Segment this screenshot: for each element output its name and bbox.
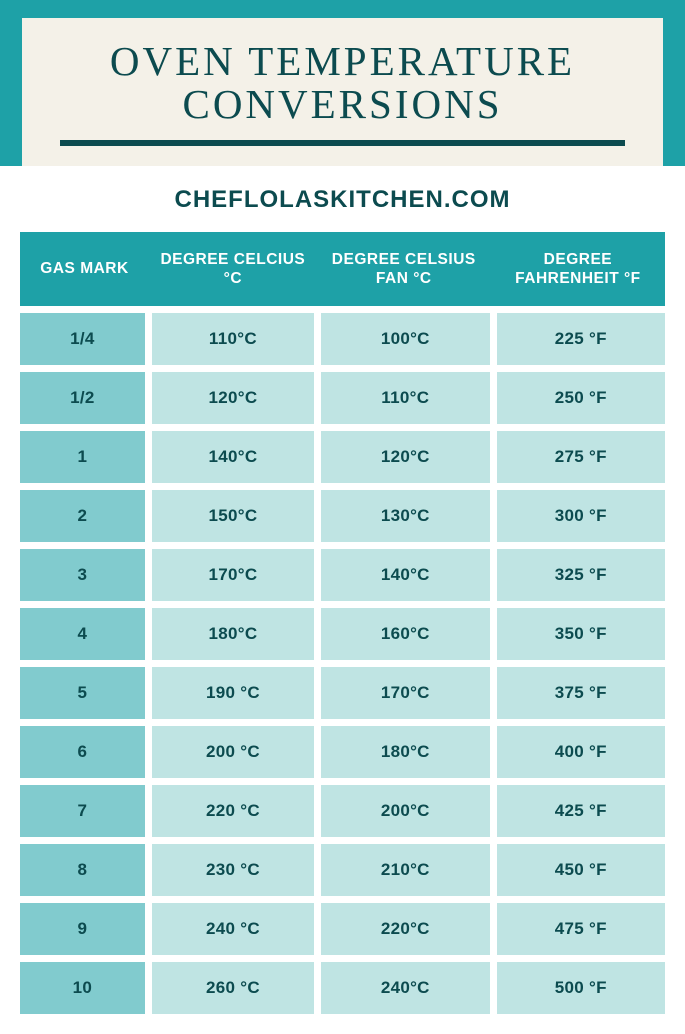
cell-gas: 8 [20,844,145,896]
cell-c: 230 °C [152,844,314,896]
cell-c: 150°C [152,490,314,542]
cell-fan: 130°C [321,490,489,542]
table-row: 8230 °C210°C450 °F [20,844,665,896]
cell-fan: 200°C [321,785,489,837]
title-line-2: CONVERSIONS [182,81,502,127]
cell-fan: 170°C [321,667,489,719]
conversion-table: GAS MARK DEGREE CELCIUS °C DEGREE CELSIU… [0,232,685,1034]
cell-gas: 10 [20,962,145,1014]
cell-f: 300 °F [497,490,665,542]
header-fahrenheit: DEGREE FAHRENHEIT °F [491,240,665,299]
cell-gas: 1/2 [20,372,145,424]
table-row: 1/4110°C100°C225 °F [20,313,665,365]
table-row: 3170°C140°C325 °F [20,549,665,601]
table-row: 5190 °C170°C375 °F [20,667,665,719]
cell-c: 110°C [152,313,314,365]
cell-f: 325 °F [497,549,665,601]
cell-gas: 1 [20,431,145,483]
cell-gas: 1/4 [20,313,145,365]
table-row: 1/2120°C110°C250 °F [20,372,665,424]
cell-c: 170°C [152,549,314,601]
table-row: 9240 °C220°C475 °F [20,903,665,955]
cell-fan: 140°C [321,549,489,601]
cell-fan: 210°C [321,844,489,896]
cell-gas: 2 [20,490,145,542]
cell-f: 425 °F [497,785,665,837]
table-row: 4180°C160°C350 °F [20,608,665,660]
cell-gas: 4 [20,608,145,660]
table-header-row: GAS MARK DEGREE CELCIUS °C DEGREE CELSIU… [20,232,665,306]
cell-f: 225 °F [497,313,665,365]
header-bar: OVEN TEMPERATURE CONVERSIONS [0,0,685,166]
table-row: 7220 °C200°C425 °F [20,785,665,837]
cell-gas: 3 [20,549,145,601]
cell-fan: 220°C [321,903,489,955]
table-row: 2150°C130°C300 °F [20,490,665,542]
cell-gas: 6 [20,726,145,778]
url-band: CHEFLOLASKITCHEN.COM [0,166,685,232]
cell-c: 120°C [152,372,314,424]
cell-c: 260 °C [152,962,314,1014]
cell-fan: 180°C [321,726,489,778]
site-url: CHEFLOLASKITCHEN.COM [0,186,685,214]
cell-f: 375 °F [497,667,665,719]
header-gas-mark: GAS MARK [20,249,149,288]
cell-gas: 5 [20,667,145,719]
title-underline [60,140,625,146]
cell-fan: 100°C [321,313,489,365]
cell-fan: 110°C [321,372,489,424]
cell-f: 250 °F [497,372,665,424]
header-celsius-fan: DEGREE CELSIUS FAN °C [317,240,491,299]
cell-f: 475 °F [497,903,665,955]
table-body: 1/4110°C100°C225 °F1/2120°C110°C250 °F11… [20,313,665,1014]
cell-c: 200 °C [152,726,314,778]
cell-f: 400 °F [497,726,665,778]
cell-c: 140°C [152,431,314,483]
cell-c: 240 °C [152,903,314,955]
title-card: OVEN TEMPERATURE CONVERSIONS [22,18,663,166]
cell-f: 450 °F [497,844,665,896]
cell-c: 190 °C [152,667,314,719]
table-row: 1140°C120°C275 °F [20,431,665,483]
header-celsius: DEGREE CELCIUS °C [149,240,317,299]
cell-f: 350 °F [497,608,665,660]
cell-gas: 9 [20,903,145,955]
table-row: 10260 °C240°C500 °F [20,962,665,1014]
cell-gas: 7 [20,785,145,837]
page-title: OVEN TEMPERATURE CONVERSIONS [32,40,653,126]
cell-fan: 160°C [321,608,489,660]
cell-fan: 240°C [321,962,489,1014]
cell-fan: 120°C [321,431,489,483]
cell-f: 275 °F [497,431,665,483]
table-row: 6200 °C180°C400 °F [20,726,665,778]
cell-c: 220 °C [152,785,314,837]
cell-c: 180°C [152,608,314,660]
title-line-1: OVEN TEMPERATURE [110,38,575,84]
cell-f: 500 °F [497,962,665,1014]
